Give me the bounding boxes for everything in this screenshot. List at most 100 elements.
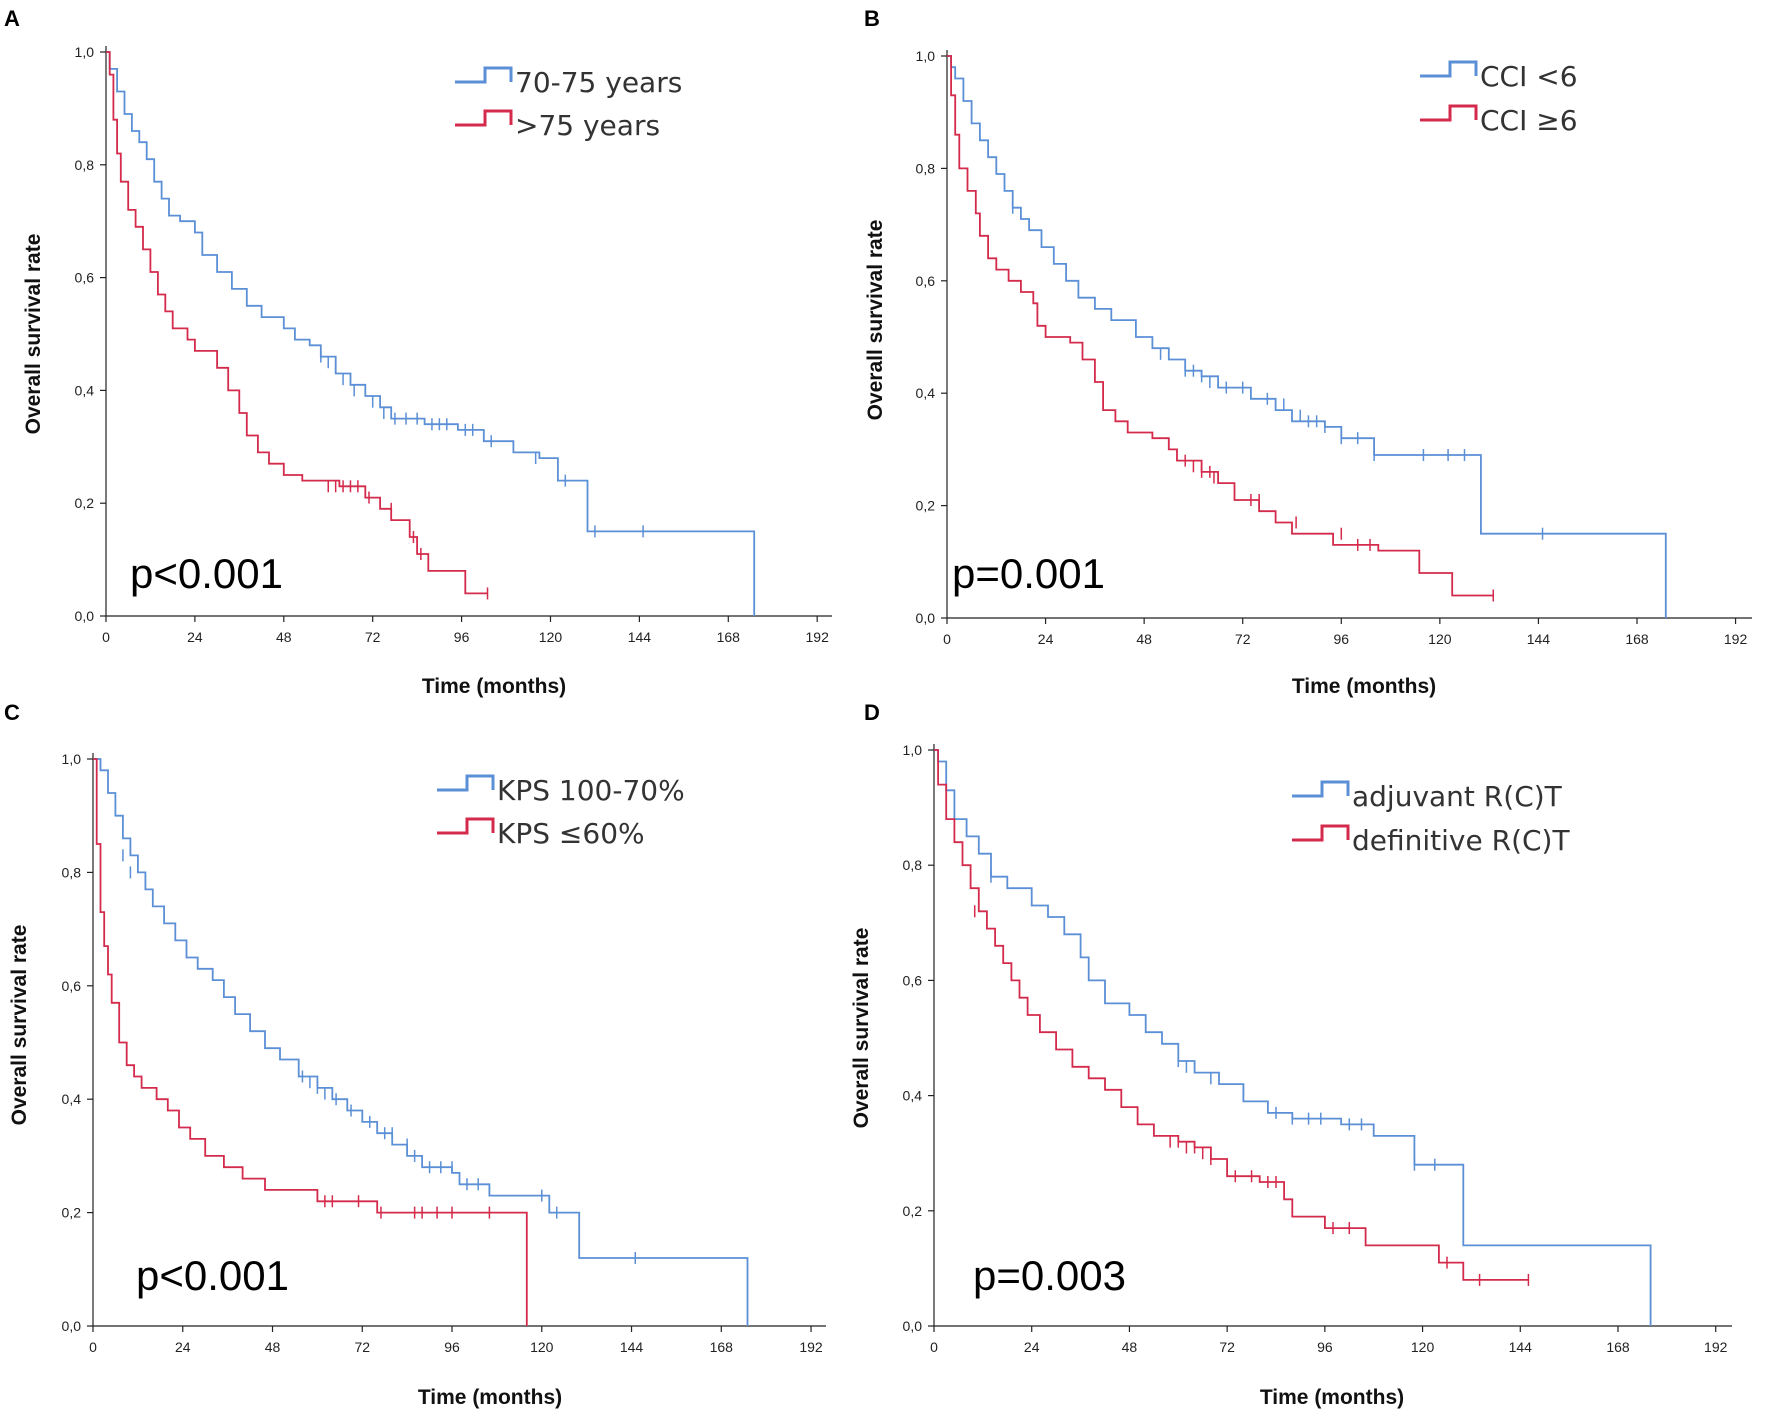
x-tick-label: 0 xyxy=(930,1339,938,1355)
legend-label: >75 years xyxy=(515,109,660,142)
panel-b: B 0 24 48 72 96 120 144 168 192 0,0 0,2 0,4 0,6 0,8 1,0… xyxy=(864,6,1752,698)
legend-label: CCI <6 xyxy=(1480,60,1578,93)
y-tick-label: 0,2 xyxy=(903,1203,923,1219)
panel-a: A 0 24 48 72 96 120 144 168 192 0,0 0,2 0,4 0,6 0,8 1,0… xyxy=(4,6,832,698)
x-tick-label: 48 xyxy=(1136,631,1152,647)
p-value-annotation: p<0.001 xyxy=(136,1252,289,1299)
y-tick-label: 0,0 xyxy=(903,1318,923,1334)
x-tick-label: 192 xyxy=(806,629,830,645)
legend-label: KPS ≤60% xyxy=(497,817,645,850)
km-curve-blue xyxy=(93,758,749,1326)
x-tick-label: 96 xyxy=(454,629,470,645)
km-curve-red xyxy=(93,758,528,1326)
x-tick-label: 144 xyxy=(628,629,652,645)
y-tick-label: 0,2 xyxy=(916,498,936,514)
y-tick-label: 0,4 xyxy=(916,385,936,401)
legend-swatch xyxy=(455,109,513,127)
legend-swatch xyxy=(1420,104,1478,122)
x-tick-label: 120 xyxy=(530,1339,554,1355)
x-tick-label: 72 xyxy=(354,1339,370,1355)
legend-swatch xyxy=(1292,824,1350,842)
x-tick-label: 72 xyxy=(365,629,381,645)
legend-swatch xyxy=(437,774,495,792)
y-tick-label: 0,8 xyxy=(62,864,82,880)
x-tick-label: 168 xyxy=(1606,1339,1630,1355)
x-tick-label: 168 xyxy=(1625,631,1649,647)
y-axis-title: Overall survival rate xyxy=(8,925,31,1126)
y-tick-label: 0,4 xyxy=(75,382,95,398)
x-tick-label: 168 xyxy=(710,1339,734,1355)
x-axis-title: Time (months) xyxy=(422,675,566,698)
y-tick-label: 0,4 xyxy=(62,1091,82,1107)
x-tick-label: 120 xyxy=(539,629,563,645)
y-tick-label: 0,0 xyxy=(916,610,936,626)
x-tick-label: 120 xyxy=(1428,631,1452,647)
p-value-annotation: p=0.001 xyxy=(952,550,1105,597)
x-tick-label: 48 xyxy=(1122,1339,1138,1355)
x-tick-label: 0 xyxy=(102,629,110,645)
x-axis-title: Time (months) xyxy=(418,1386,562,1409)
panel-letter: B xyxy=(864,6,880,31)
y-tick-label: 0,8 xyxy=(75,157,95,173)
y-tick-label: 1,0 xyxy=(916,48,936,64)
y-tick-label: 0,6 xyxy=(75,270,95,286)
legend-label: adjuvant R(C)T xyxy=(1352,780,1563,813)
x-tick-label: 192 xyxy=(1724,631,1748,647)
y-axis-title: Overall survival rate xyxy=(850,928,873,1129)
panel-d: D 0 24 48 72 96 120 144 168 192 0,0 0,2 0,4 0,6 0,8 1,0… xyxy=(850,700,1732,1409)
legend-swatch xyxy=(1420,60,1478,78)
x-tick-label: 144 xyxy=(1509,1339,1533,1355)
y-tick-label: 0,2 xyxy=(75,495,95,511)
x-tick-label: 144 xyxy=(1527,631,1551,647)
x-tick-label: 0 xyxy=(943,631,951,647)
panel-letter: D xyxy=(864,700,880,725)
y-tick-label: 0,8 xyxy=(916,160,936,176)
x-axis-title: Time (months) xyxy=(1292,675,1436,698)
x-tick-label: 24 xyxy=(1024,1339,1040,1355)
legend-label: definitive R(C)T xyxy=(1352,824,1570,857)
km-curve-red xyxy=(106,51,488,595)
p-value-annotation: p<0.001 xyxy=(130,550,283,597)
y-tick-label: 1,0 xyxy=(903,742,923,758)
y-tick-label: 1,0 xyxy=(62,751,82,767)
y-tick-label: 0,6 xyxy=(62,978,82,994)
legend-label: CCI ≥6 xyxy=(1480,104,1578,137)
y-tick-label: 0,0 xyxy=(62,1318,82,1334)
legend-label: KPS 100-70% xyxy=(497,774,685,807)
x-tick-label: 72 xyxy=(1219,1339,1235,1355)
legend-swatch xyxy=(455,66,513,84)
y-tick-label: 0,6 xyxy=(903,972,923,988)
x-tick-label: 192 xyxy=(799,1339,823,1355)
x-tick-label: 96 xyxy=(1333,631,1349,647)
x-tick-label: 72 xyxy=(1235,631,1251,647)
legend-label: 70-75 years xyxy=(515,66,682,99)
x-tick-label: 24 xyxy=(1038,631,1054,647)
x-tick-label: 24 xyxy=(175,1339,191,1355)
x-tick-label: 168 xyxy=(717,629,741,645)
y-tick-label: 0,4 xyxy=(903,1088,923,1104)
legend-swatch xyxy=(1292,780,1350,798)
x-tick-label: 96 xyxy=(1317,1339,1333,1355)
km-curve-blue xyxy=(934,749,1652,1326)
km-curve-red xyxy=(947,55,1494,597)
x-tick-label: 24 xyxy=(187,629,203,645)
panel-letter: A xyxy=(4,6,20,31)
x-tick-label: 96 xyxy=(444,1339,460,1355)
x-tick-label: 144 xyxy=(620,1339,644,1355)
y-tick-label: 0,2 xyxy=(62,1205,82,1221)
y-axis-title: Overall survival rate xyxy=(864,220,887,421)
x-tick-label: 0 xyxy=(89,1339,97,1355)
y-tick-label: 0,8 xyxy=(903,857,923,873)
km-curve-blue xyxy=(947,55,1667,618)
legend-swatch xyxy=(437,817,495,835)
x-axis-title: Time (months) xyxy=(1260,1386,1404,1409)
x-tick-label: 120 xyxy=(1411,1339,1435,1355)
x-tick-label: 48 xyxy=(265,1339,281,1355)
y-tick-label: 0,6 xyxy=(916,273,936,289)
km-curve-blue xyxy=(106,51,756,616)
x-tick-label: 192 xyxy=(1704,1339,1728,1355)
panel-letter: C xyxy=(4,700,20,725)
y-tick-label: 0,0 xyxy=(75,608,95,624)
p-value-annotation: p=0.003 xyxy=(973,1252,1126,1299)
